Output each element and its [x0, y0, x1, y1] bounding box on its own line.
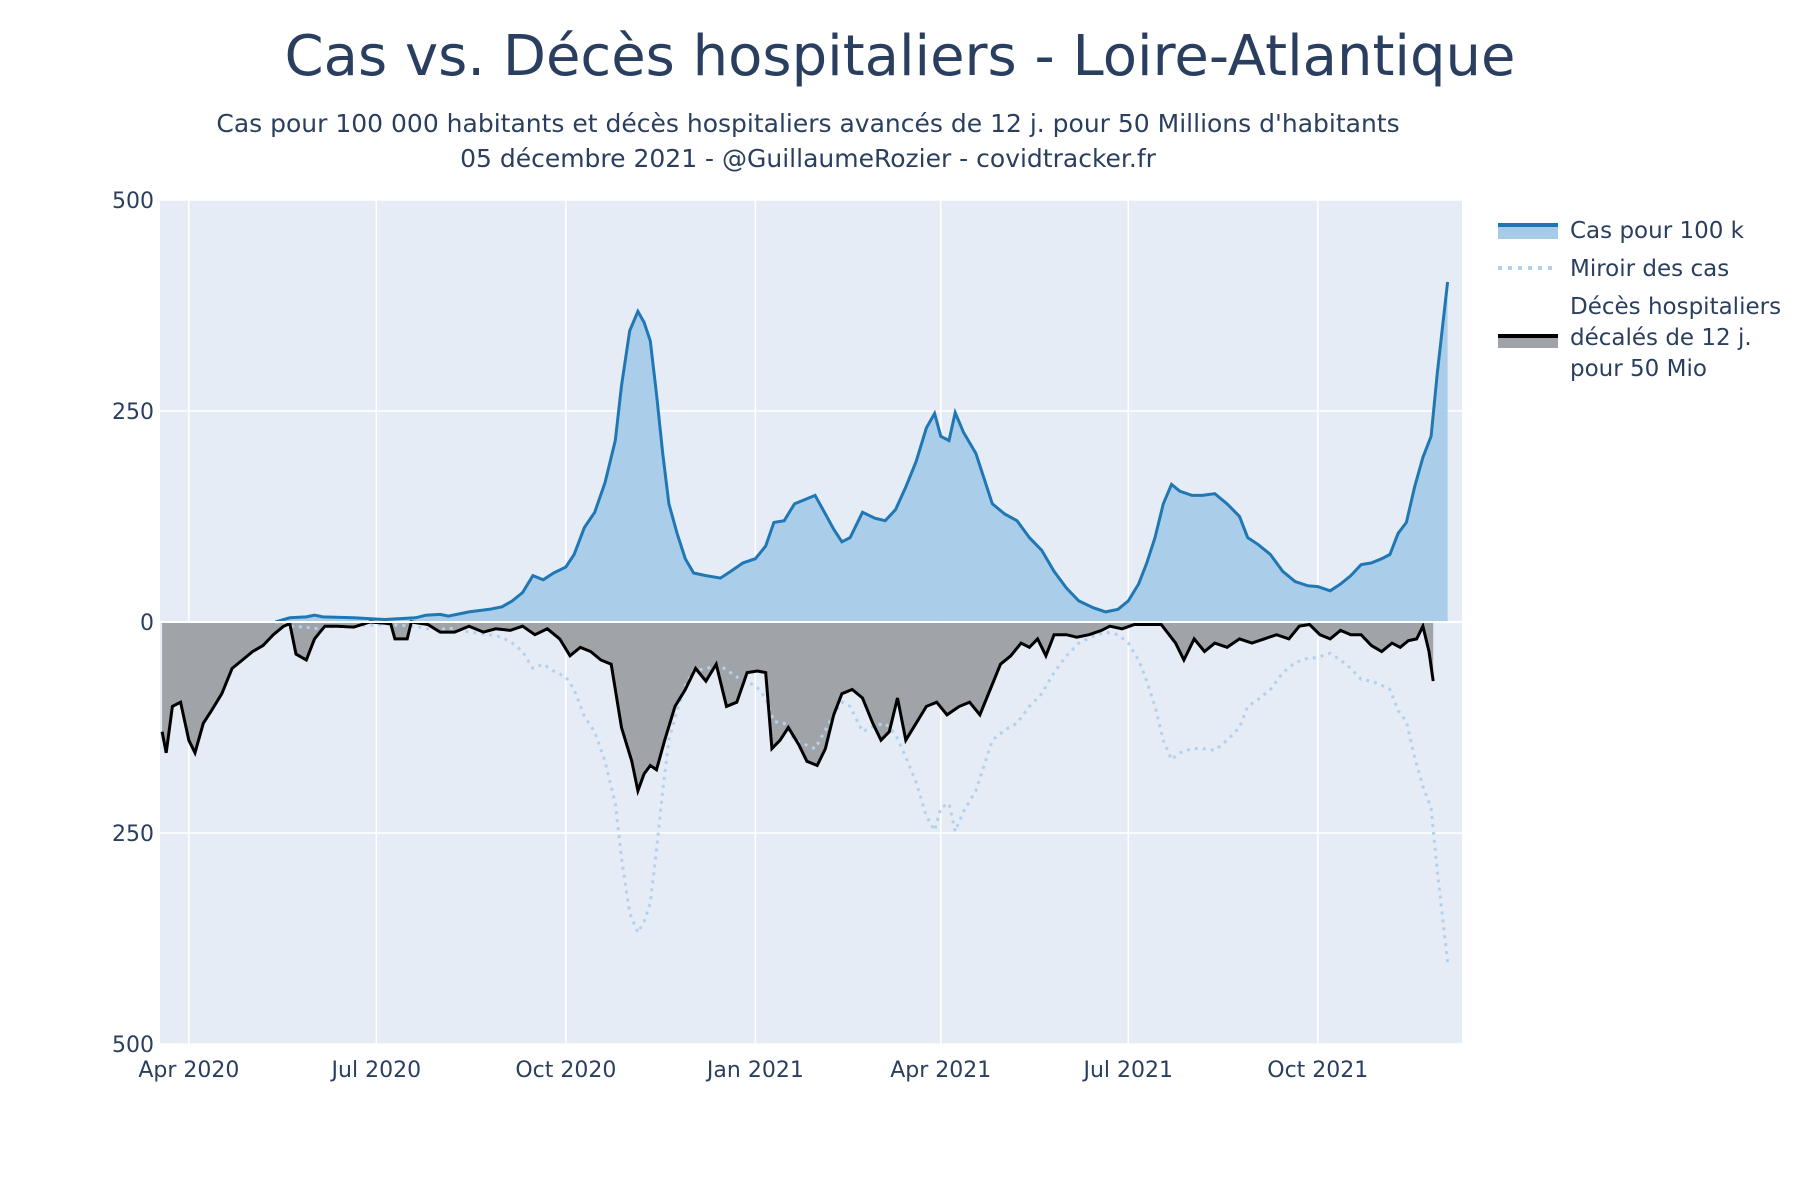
cases-mirror-line: [274, 620, 1450, 963]
y-tick-label: 500: [112, 189, 154, 214]
legend-label-cases[interactable]: Cas pour 100 k: [1570, 218, 1745, 244]
legend-label-deaths-line: décalés de 12 j.: [1570, 325, 1752, 351]
x-tick-label: Apr 2020: [138, 1058, 239, 1083]
chart-title: Cas vs. Décès hospitaliers - Loire-Atlan…: [285, 24, 1516, 89]
legend-label-mirror[interactable]: Miroir des cas: [1570, 256, 1729, 282]
x-tick-label: Jul 2021: [1081, 1058, 1173, 1083]
legend-label-deaths-line: pour 50 Mio: [1570, 356, 1707, 382]
cases-area: [275, 281, 1448, 622]
x-tick-label: Oct 2021: [1267, 1058, 1368, 1083]
chart-subtitle-line-2: 05 décembre 2021 - @GuillaumeRozier - co…: [460, 144, 1157, 173]
deaths-area: [162, 622, 1434, 791]
legend-label-deaths[interactable]: Décès hospitaliers décalés de 12 j. pour 5…: [1570, 294, 1781, 382]
data-layer: [160, 281, 1462, 963]
deaths-line: [160, 620, 1435, 797]
x-tick-label: Apr 2021: [890, 1058, 991, 1083]
chart-subtitle-line-1: Cas pour 100 000 habitants et décès hosp…: [216, 109, 1399, 138]
y-tick-label: 250: [112, 822, 154, 847]
y-tick-label: 0: [140, 611, 154, 636]
x-tick-label: Jul 2020: [330, 1058, 422, 1083]
legend-swatch-cases-fill: [1498, 225, 1558, 239]
y-tick-label: 250: [112, 400, 154, 425]
legend-swatch-deaths-fill: [1498, 336, 1558, 348]
y-tick-label: 500: [112, 1033, 154, 1058]
legend[interactable]: Cas pour 100 k Miroir des cas Décès hospit…: [1498, 218, 1781, 382]
x-tick-label: Oct 2020: [515, 1058, 616, 1083]
x-tick-label: Jan 2021: [705, 1058, 804, 1083]
legend-label-deaths-line: Décès hospitaliers: [1570, 294, 1781, 320]
cases-line: [274, 281, 1450, 624]
